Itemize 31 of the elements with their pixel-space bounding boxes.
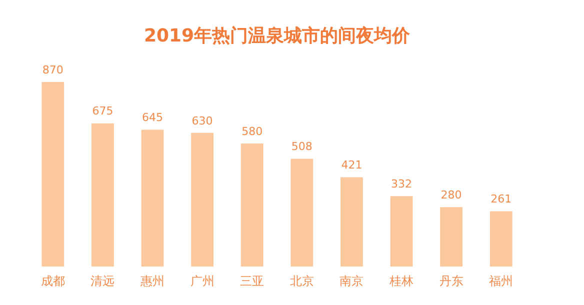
bar [91,123,114,267]
data-label: 630 [192,114,213,128]
bar [240,144,264,267]
x-tick-label: 丹东 [439,274,464,288]
x-tick-label: 清远 [90,274,115,288]
x-tick-label: 桂林 [388,274,414,288]
data-label: 280 [440,188,462,202]
data-label: 675 [92,104,114,118]
x-tick-label: 南京 [340,274,364,288]
data-label: 645 [142,111,163,124]
bar [390,196,413,267]
bar [490,211,512,267]
x-tick-label: 福州 [489,274,514,288]
x-tick-label: 广州 [190,274,214,288]
x-tick-label: 成都 [40,274,65,288]
bar [42,82,64,267]
bar [340,177,363,267]
data-label: 508 [291,140,312,154]
data-label: 421 [341,158,362,172]
bar [141,130,164,267]
chart-title: 2019年热门温泉城市的间夜均价 [144,25,412,46]
bar [290,158,314,267]
bar [191,132,214,267]
x-tick-label: 北京 [290,274,314,288]
x-tick-label: 三亚 [240,274,264,288]
bar [440,207,463,267]
data-label: 870 [42,63,64,76]
data-label: 332 [391,178,412,190]
x-tick-label: 惠州 [140,274,164,288]
data-label: 261 [490,192,512,206]
data-label: 580 [242,124,263,138]
